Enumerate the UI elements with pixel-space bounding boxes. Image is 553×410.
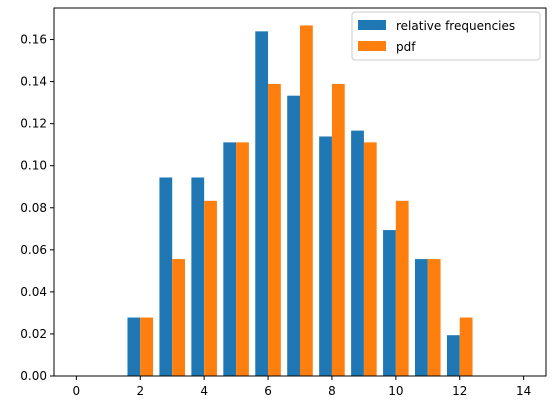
x-tick-label: 8 (328, 384, 336, 398)
bar-pdf-5 (236, 142, 249, 376)
axes-group (53, 7, 547, 377)
x-tick-label: 2 (136, 384, 144, 398)
x-tick-label: 10 (388, 384, 403, 398)
bar-pdf-3 (172, 259, 185, 376)
bar-relative-frequencies-11 (415, 259, 428, 376)
y-tick-label: 0.12 (20, 117, 47, 131)
bar-pdf-11 (427, 259, 441, 376)
bar-pdf-7 (300, 25, 313, 376)
bar-relative-frequencies-12 (446, 335, 460, 376)
bar-pdf-12 (459, 317, 473, 376)
y-ticks-group: 0.00 0.02 0.04 0.06 0.08 0.10 0.12 0.14 0.16 (20, 33, 54, 383)
bars-group (127, 25, 473, 377)
bar-relative-frequencies-7 (287, 95, 300, 376)
y-tick-label: 0.08 (20, 201, 47, 215)
bar-relative-frequencies-9 (351, 130, 364, 376)
axes-frame (53, 7, 547, 377)
bar-relative-frequencies-5 (223, 142, 237, 376)
legend: relative frequencies pdf (351, 11, 541, 61)
legend-swatch-pdf (358, 41, 386, 51)
y-tick-label: 0.06 (20, 243, 47, 257)
bar-relative-frequencies-4 (191, 177, 205, 376)
x-tick-label: 6 (264, 384, 272, 398)
x-tick-label: 12 (452, 384, 467, 398)
x-tick-label: 0 (73, 384, 81, 398)
x-tick-label: 14 (516, 384, 531, 398)
bar-pdf-10 (395, 200, 409, 376)
bar-pdf-8 (331, 83, 345, 376)
y-tick-label: 0.10 (20, 159, 47, 173)
y-tick-label: 0.00 (20, 369, 47, 383)
x-ticks-group: 0 2 4 6 8 10 12 14 (73, 376, 531, 398)
legend-label-pdf: pdf (396, 40, 416, 54)
legend-frame (351, 11, 541, 61)
y-tick-label: 0.16 (20, 33, 47, 47)
bar-pdf-4 (204, 200, 217, 376)
y-tick-label: 0.14 (20, 75, 47, 89)
bar-relative-frequencies-8 (319, 136, 332, 376)
bar-pdf-9 (363, 142, 377, 376)
bar-pdf-2 (140, 317, 154, 376)
bar-relative-frequencies-6 (255, 31, 269, 377)
y-tick-label: 0.02 (20, 327, 47, 341)
x-tick-label: 4 (200, 384, 208, 398)
legend-swatch-relative-frequencies (358, 20, 386, 30)
bar-relative-frequencies-10 (383, 230, 396, 376)
bar-relative-frequencies-2 (127, 317, 141, 376)
bar-pdf-6 (268, 83, 281, 376)
bar-relative-frequencies-3 (159, 177, 173, 376)
legend-label-relative-frequencies: relative frequencies (396, 19, 515, 33)
y-tick-label: 0.04 (20, 285, 47, 299)
